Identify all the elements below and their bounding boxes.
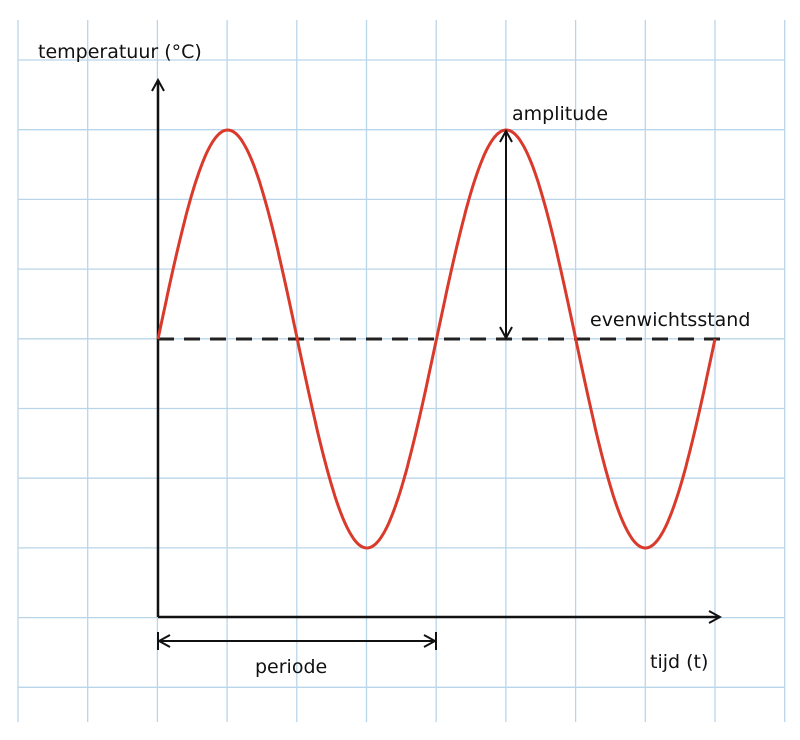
equilibrium-label: evenwichtsstand: [590, 309, 750, 331]
sine-wave: [156, 128, 717, 550]
x-axis-label: tijd (t): [650, 651, 708, 673]
period-label: periode: [255, 656, 327, 678]
y-axis-label: temperatuur (°C): [38, 41, 202, 63]
amplitude-label: amplitude: [512, 103, 608, 125]
grid: [17, 20, 786, 722]
